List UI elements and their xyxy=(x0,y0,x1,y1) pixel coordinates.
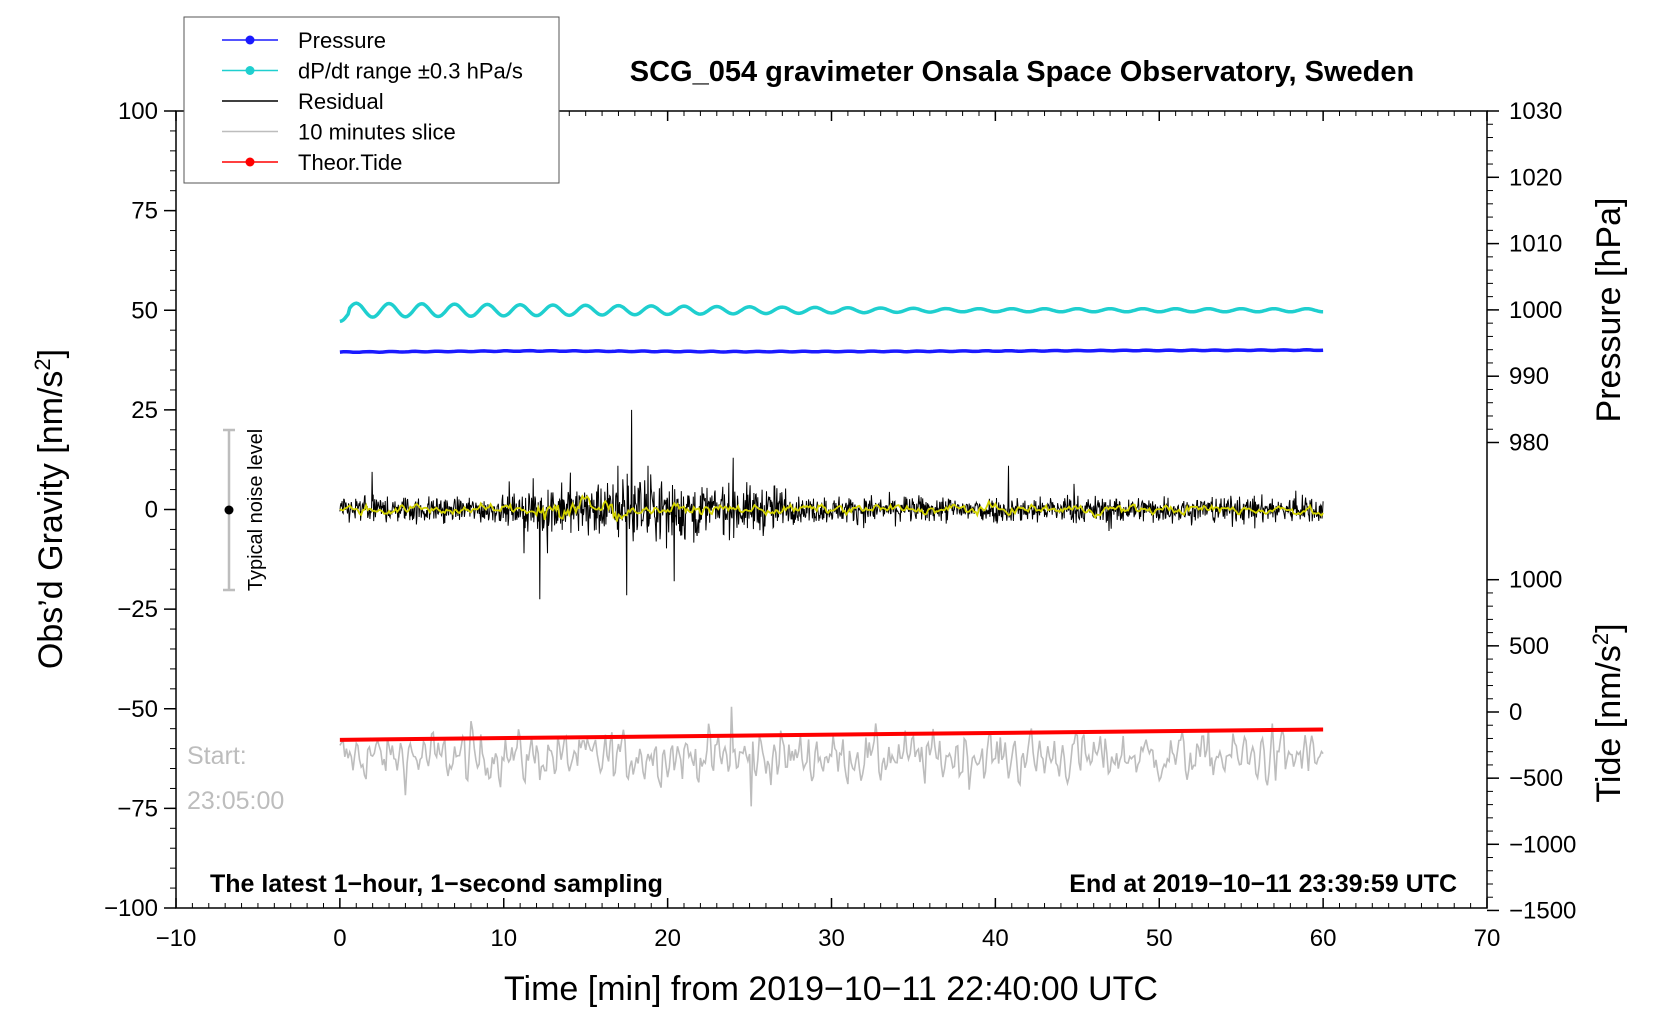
tide-tick-label: 0 xyxy=(1509,699,1522,726)
tide-tick-label: −1000 xyxy=(1509,831,1576,858)
x-tick-label: 60 xyxy=(1310,925,1337,952)
pressure-tick-label: 990 xyxy=(1509,363,1549,390)
series-layer xyxy=(339,301,1324,807)
y-tick-label: 0 xyxy=(145,497,158,524)
tide-tick-label: 500 xyxy=(1509,633,1549,660)
x-tick-label: 0 xyxy=(333,925,346,952)
series-pressure xyxy=(339,348,1324,355)
legend-label: Pressure xyxy=(298,28,386,53)
pressure-tick-label: 1020 xyxy=(1509,164,1562,191)
noise-label: Typical noise level xyxy=(245,429,267,591)
legend: Pressure dP/dt range ±0.3 hPa/s Residual 10… xyxy=(183,16,560,184)
sampling-note: The latest 1−hour, 1−second sampling xyxy=(210,870,663,898)
legend-label: Residual xyxy=(298,89,384,114)
series-dpdt xyxy=(339,301,1324,324)
tide-tick-label: −1500 xyxy=(1509,897,1576,924)
start-time: 23:05:00 xyxy=(187,787,284,815)
legend-swatch-marker xyxy=(245,157,255,167)
y-tick-label: 50 xyxy=(131,297,158,324)
y-tick-label: 25 xyxy=(131,397,158,424)
legend-label: Theor.Tide xyxy=(298,150,402,175)
series-10-minutes-slice xyxy=(339,706,1324,807)
legend-box xyxy=(183,16,560,184)
y-axis-left-title: Obs’d Gravity [nm/s2] xyxy=(30,349,70,669)
series-residual xyxy=(339,409,1324,600)
y-tick-label: −100 xyxy=(104,895,158,922)
legend-label: dP/dt range ±0.3 hPa/s xyxy=(298,59,523,84)
noise-indicator: Typical noise level xyxy=(223,428,267,592)
pressure-tick-label: 980 xyxy=(1509,430,1549,457)
series-theor-tide xyxy=(339,727,1324,742)
y-tick-label: −75 xyxy=(117,795,158,822)
y-axis-right-pressure-title: Pressure [hPa] xyxy=(1590,198,1628,423)
x-tick-label: 40 xyxy=(982,925,1009,952)
noise-center-dot xyxy=(224,505,234,515)
y-tick-label: −50 xyxy=(117,696,158,723)
x-tick-label: −10 xyxy=(156,925,197,952)
tide-tick-label: −500 xyxy=(1509,765,1563,792)
tide-tick-label: 1000 xyxy=(1509,567,1562,594)
legend-label: 10 minutes slice xyxy=(298,120,456,145)
x-axis: −10 0 10 20 30 40 50 60 70 xyxy=(156,111,1501,952)
start-label: Start: xyxy=(187,742,247,770)
x-tick-label: 10 xyxy=(490,925,517,952)
y-axis-right-tide: −1500 −1000 −500 0 500 1000 xyxy=(1487,567,1576,924)
x-tick-label: 70 xyxy=(1474,925,1501,952)
x-tick-label: 50 xyxy=(1146,925,1173,952)
y-tick-label: 75 xyxy=(131,198,158,225)
y-axis-left: −100 −75 −50 −25 0 25 50 75 100 xyxy=(104,98,176,922)
pressure-tick-label: 1000 xyxy=(1509,297,1562,324)
series-residual-smoothed xyxy=(339,494,1324,522)
y-axis-right-tide-title: Tide [nm/s2] xyxy=(1588,623,1628,802)
legend-swatch-marker xyxy=(245,35,255,45)
x-tick-label: 30 xyxy=(818,925,845,952)
x-tick-label: 20 xyxy=(654,925,681,952)
x-axis-title: Time [min] from 2019−10−11 22:40:00 UTC xyxy=(504,970,1158,1008)
legend-swatch-marker xyxy=(245,66,255,75)
chart-title: SCG_054 gravimeter Onsala Space Observat… xyxy=(630,56,1414,88)
end-time-note: End at 2019−10−11 23:39:59 UTC xyxy=(1069,870,1457,898)
pressure-tick-label: 1010 xyxy=(1509,231,1562,258)
y-tick-label: −25 xyxy=(117,596,158,623)
pressure-tick-label: 1030 xyxy=(1509,98,1562,125)
y-axis-right-pressure: 980 990 1000 1010 1020 1030 xyxy=(1487,98,1562,457)
y-tick-label: 100 xyxy=(118,98,158,125)
